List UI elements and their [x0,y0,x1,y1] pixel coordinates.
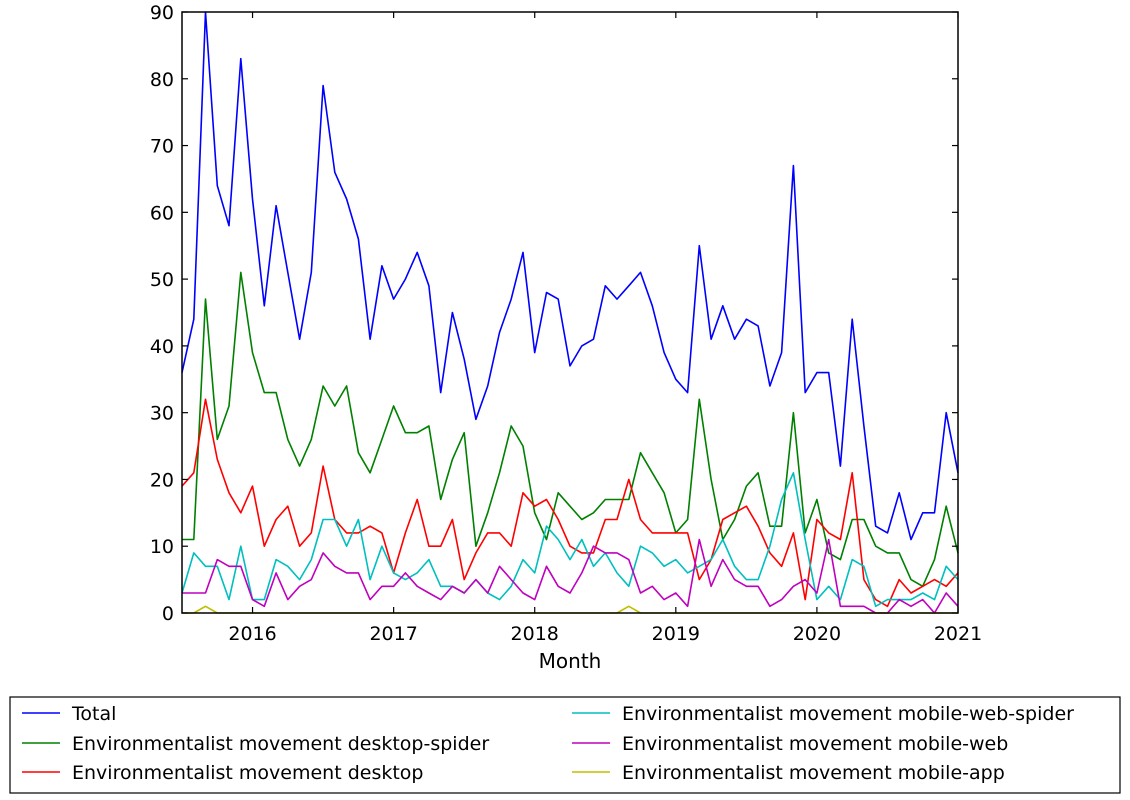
y-axis: 0 10 20 30 40 50 60 70 80 90 [150,2,958,625]
series-line-1 [182,271,959,588]
y-tick-label-2: 20 [150,469,174,491]
y-tick-label-5: 50 [150,269,174,291]
series-line-5 [182,605,958,614]
y-tick-label-4: 40 [150,336,174,358]
series-line-4 [182,538,959,614]
legend-label-0: Total [71,703,116,725]
y-tick-label-1: 10 [150,536,174,558]
legend-label-4: Environmentalist movement mobile-web [622,733,1008,755]
legend-label-3: Environmentalist movement mobile-web-spi… [622,703,1074,725]
y-tick-label-0: 0 [162,603,174,625]
series-layer [181,11,959,614]
y-tick-label-8: 80 [150,69,174,91]
legend-label-2: Environmentalist movement desktop [72,762,424,784]
x-tick-label-1: 2017 [369,623,417,645]
x-tick-label-5: 2021 [934,623,982,645]
x-tick-label-0: 2016 [228,623,276,645]
legend-label-1: Environmentalist movement desktop-spider [72,733,489,755]
legend-label-5: Environmentalist movement mobile-app [622,762,1005,784]
legend: Total Environmentalist movement desktop-s… [9,696,1121,794]
y-tick-label-7: 70 [150,136,174,158]
y-tick-label-6: 60 [150,202,174,224]
x-axis: 2016 2017 2018 2019 2020 2021 [228,12,982,645]
series-line-2 [181,398,959,608]
x-tick-label-2: 2018 [511,623,559,645]
y-tick-label-9: 90 [150,2,174,24]
series-line-0 [181,11,959,541]
y-tick-label-3: 30 [150,403,174,425]
plot-frame [181,11,959,614]
legend-frame [9,696,1121,794]
x-axis-title: Month [539,649,602,673]
series-line-3 [181,471,959,608]
x-tick-label-3: 2019 [652,623,700,645]
x-tick-label-4: 2020 [793,623,841,645]
